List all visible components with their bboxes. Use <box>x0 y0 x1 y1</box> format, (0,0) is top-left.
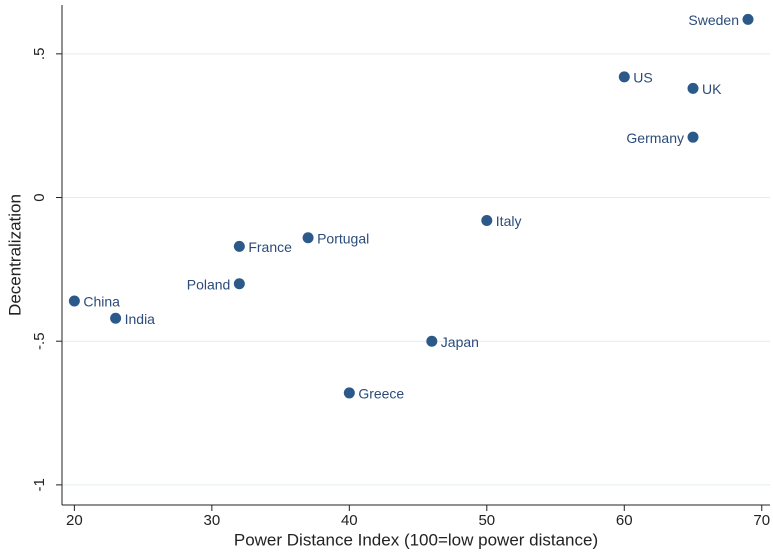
x-tick-label: 40 <box>341 512 358 529</box>
point <box>110 312 122 324</box>
point <box>742 13 754 25</box>
point <box>687 82 699 94</box>
y-tick-label: -.5 <box>31 332 48 350</box>
point <box>302 232 314 244</box>
y-axis-title: Decentralization <box>5 194 24 316</box>
point <box>618 71 630 83</box>
point <box>481 215 493 227</box>
point-label: Japan <box>441 334 479 350</box>
x-tick-label: 20 <box>66 512 83 529</box>
point-label: US <box>633 70 652 86</box>
point-label: Sweden <box>688 12 739 28</box>
x-axis-title: Power Distance Index (100=low power dist… <box>234 530 598 549</box>
x-tick-label: 50 <box>478 512 495 529</box>
point <box>687 131 699 143</box>
point-label: Greece <box>358 386 404 402</box>
point-label: Germany <box>626 130 684 146</box>
y-tick-label: 0 <box>31 193 48 201</box>
point <box>233 240 245 252</box>
point-label: Italy <box>496 213 522 229</box>
point-label: UK <box>702 81 722 97</box>
point-label: China <box>83 294 120 310</box>
point <box>233 278 245 290</box>
point-label: France <box>248 239 292 255</box>
point <box>68 295 80 307</box>
x-tick-label: 30 <box>204 512 221 529</box>
x-tick-label: 60 <box>616 512 633 529</box>
x-tick-label: 70 <box>753 512 770 529</box>
point-label: Portugal <box>317 230 369 246</box>
point-label: India <box>125 311 156 327</box>
point <box>343 387 355 399</box>
point <box>426 335 438 347</box>
y-tick-label: .5 <box>31 48 48 61</box>
y-tick-label: -1 <box>31 478 48 491</box>
point-label: Poland <box>187 276 231 292</box>
